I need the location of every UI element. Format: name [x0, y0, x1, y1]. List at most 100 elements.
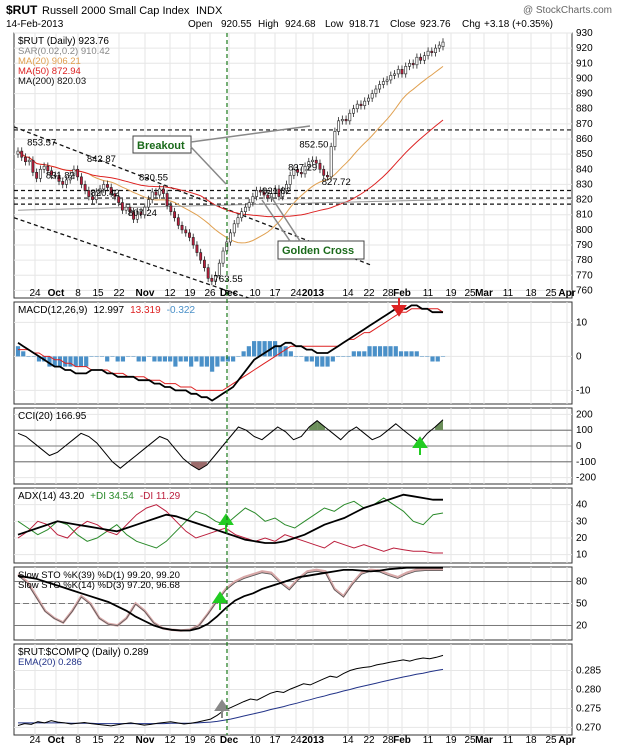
candle-body	[165, 193, 169, 206]
y-tick-label: 0.275	[576, 703, 601, 714]
macd-frame	[13, 301, 573, 405]
candle-body	[184, 229, 188, 234]
x-tick-label: 11	[423, 288, 434, 299]
y-tick-label: 850	[576, 149, 593, 160]
candle-body	[378, 84, 382, 90]
candle-body	[352, 108, 355, 114]
candle-body	[363, 100, 367, 106]
candle-body	[340, 119, 344, 122]
macd-histogram-bar	[409, 351, 414, 357]
candle-body	[117, 196, 121, 203]
macd-histogram-bar	[147, 356, 152, 357]
candle-body	[296, 168, 300, 173]
x-tick-label: 2013	[302, 735, 325, 746]
candle-body	[16, 150, 20, 155]
adx-panel: 40 30 20 10 ADX(14) 43.20 +DI 34.54 -DI 11.29	[13, 487, 588, 564]
x-tick-label: 25	[464, 735, 476, 746]
macd-histogram-bar	[210, 356, 215, 372]
macd-histogram-bar	[299, 356, 304, 357]
candle-body	[106, 184, 109, 188]
legend-entry: $RUT (Daily) 923.76	[18, 36, 109, 47]
candle-body	[262, 191, 266, 196]
candle-body	[120, 202, 124, 211]
y-tick-label: 920	[576, 43, 593, 54]
macd-histogram-bar	[262, 341, 267, 357]
macd-histogram-bar	[393, 346, 398, 357]
y-tick-label: 790	[576, 240, 593, 251]
cci-panel: 200 100 0 -100 -200 CCI(20) 166.95	[13, 407, 596, 485]
candle-body	[124, 206, 128, 211]
x-tick-label: 8	[75, 288, 81, 299]
candle-body	[247, 202, 251, 208]
candle-body	[236, 217, 240, 225]
low-value: 918.71	[349, 19, 380, 30]
macd-histogram-bar	[105, 356, 110, 362]
candle-body	[42, 165, 46, 170]
candle-body	[176, 217, 180, 226]
candle-body	[393, 73, 396, 76]
macd-histogram-bar	[157, 356, 162, 362]
ma200-line	[17, 199, 444, 211]
macd-histogram-bar	[94, 356, 99, 357]
ratio-line	[17, 654, 444, 727]
legend-entry: 12.997	[93, 305, 124, 316]
candle-body	[169, 205, 173, 212]
candle-body	[50, 170, 53, 176]
callout-breakout: Breakout	[132, 125, 311, 185]
x-tick-label: Dec	[220, 735, 239, 746]
x-tick-label: 28	[382, 735, 394, 746]
x-tick-label: 26	[204, 735, 216, 746]
macd-histogram-bar	[115, 356, 120, 362]
candle-body	[370, 93, 374, 99]
candle-body	[258, 190, 262, 193]
candle-body	[87, 190, 91, 197]
y-tick-label: 780	[576, 255, 593, 266]
callout-box	[277, 240, 365, 260]
adx-line	[17, 493, 443, 544]
candle-body	[329, 146, 333, 178]
price-annotation: 827.72	[322, 177, 351, 188]
chg-value: +3.18 (+0.35%)	[484, 19, 553, 30]
x-tick-label: 24	[290, 288, 302, 299]
stoch-fast-line	[17, 567, 443, 632]
macd-histogram-bar	[309, 356, 314, 362]
candle-body	[195, 244, 199, 253]
macd-histogram-bar	[288, 351, 293, 357]
x-tick-label: 25	[545, 288, 557, 299]
y-tick-label: 0.270	[576, 722, 601, 733]
macd-histogram-bar	[273, 341, 278, 357]
ohlc-readout: Open 920.55 High 924.68 Low 918.71 Close…	[188, 19, 553, 30]
x-tick-label: 11	[423, 735, 434, 746]
candle-body	[243, 206, 247, 212]
legend-entry: MA(50) 872.94	[18, 66, 81, 77]
legend-entry: +DI 34.54	[90, 491, 134, 502]
macd-histogram-bar	[383, 346, 388, 357]
candle-body	[68, 175, 72, 181]
x-tick-label: Apr	[558, 735, 575, 746]
macd-histogram-bar	[215, 356, 220, 367]
candle-body	[221, 250, 225, 264]
legend-entry: CCI(20) 166.95	[18, 411, 87, 422]
macd-histogram-bar	[162, 356, 168, 362]
candle-body	[210, 278, 214, 282]
candle-body	[426, 50, 430, 57]
x-tick-label: 15	[92, 288, 104, 299]
high-value: 924.68	[285, 19, 316, 30]
macd-histogram-bar	[52, 356, 57, 367]
adx-frame	[13, 487, 573, 564]
minus-di-line	[17, 504, 443, 554]
macd-histogram-bar	[388, 346, 393, 357]
x-tick-label: 15	[92, 735, 104, 746]
x-tick-label: 19	[184, 735, 196, 746]
macd-histogram-bar	[293, 356, 299, 357]
candle-body	[128, 206, 132, 212]
macd-histogram-bar	[351, 351, 356, 357]
macd-histogram-bar	[120, 356, 126, 362]
candle-body	[180, 225, 184, 231]
macd-histogram-bar	[173, 356, 178, 367]
y-tick-label: 200	[576, 409, 593, 420]
x-tick-label: Apr	[558, 288, 575, 299]
macd-histogram-bar	[99, 356, 105, 357]
x-tick-label: 26	[204, 288, 216, 299]
